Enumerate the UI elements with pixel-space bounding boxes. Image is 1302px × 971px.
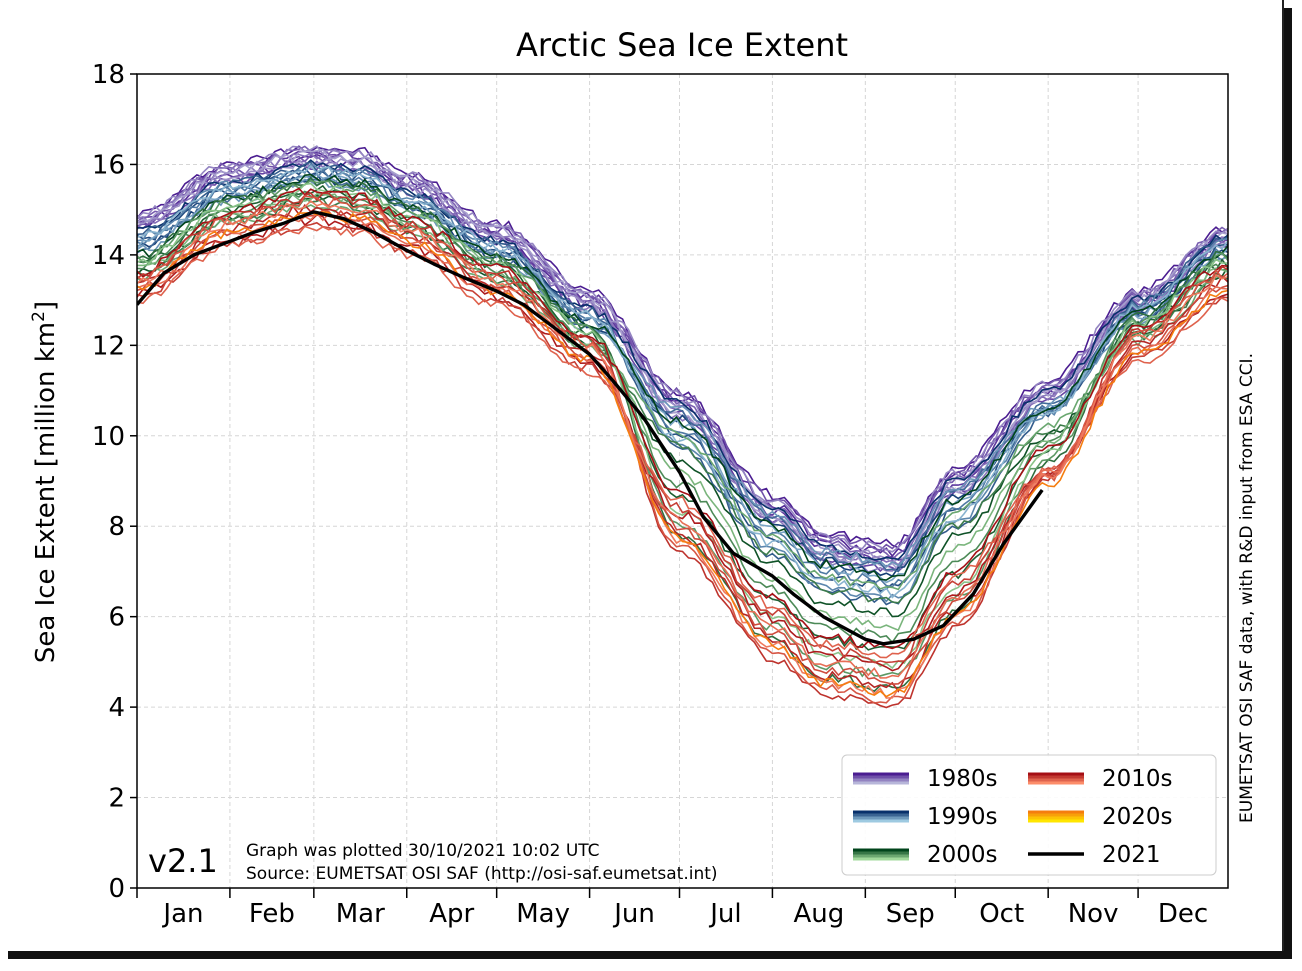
x-axis: Jan Feb Mar Apr May Jun Jul Aug Sep Oct Nov Dec <box>136 888 1208 929</box>
series-line-2012 <box>137 203 1228 693</box>
legend-entry-2000s: 2000s <box>853 842 998 868</box>
x-tick-label-mar: Mar <box>336 899 385 929</box>
y-tick-label: 12 <box>92 331 125 361</box>
x-tick-label-apr: Apr <box>429 899 474 929</box>
sea-ice-chart: Arctic Sea Ice Extent 0 2 4 6 8 10 12 14 16 18 Ja… <box>29 26 1257 929</box>
legend-entry-2010s: 2010s <box>1028 766 1173 792</box>
series-line-2021 <box>137 210 1044 646</box>
y-axis-label: Sea Ice Extent [million km2] <box>29 301 61 663</box>
y-axis-label-superscript: 2 <box>29 311 49 322</box>
chart-frame: Arctic Sea Ice Extent 0 2 4 6 8 10 12 14 16 18 Ja… <box>29 0 1284 951</box>
series-line-2005 <box>137 190 1228 644</box>
series-line-2020 <box>137 211 1228 698</box>
chart-title: Arctic Sea Ice Extent <box>516 26 848 64</box>
series-line-2002 <box>137 184 1228 651</box>
legend-label: 2000s <box>927 842 998 868</box>
x-tick-label-may: May <box>516 899 570 929</box>
series-line-2014 <box>137 221 1228 664</box>
series-lines <box>137 145 1228 709</box>
series-line-1987 <box>137 145 1228 553</box>
series-line-2013 <box>137 192 1228 709</box>
series-line-1999 <box>137 164 1228 599</box>
legend-label: 1980s <box>927 766 998 792</box>
series-line-1986 <box>137 152 1228 573</box>
series-line-1983 <box>137 153 1228 552</box>
x-tick-label-dec: Dec <box>1158 899 1208 929</box>
grid <box>137 74 1228 888</box>
legend-label: 2010s <box>1102 766 1173 792</box>
x-tick-label-aug: Aug <box>793 899 844 929</box>
x-tick-label-jan: Jan <box>161 899 203 929</box>
series-line-2008 <box>137 192 1228 632</box>
plot-border <box>136 73 1229 889</box>
series-line-1985 <box>137 160 1228 567</box>
x-tick-label-feb: Feb <box>249 899 295 929</box>
x-tick-label-nov: Nov <box>1068 899 1119 929</box>
legend: 1980s 2010s 1990s 2020s 2000s 2021 <box>841 754 1217 876</box>
series-line-1988 <box>137 157 1228 564</box>
y-axis-label-end: ] <box>31 301 61 311</box>
series-line-2016 <box>137 195 1228 704</box>
series-line-1996 <box>137 163 1228 603</box>
series-line-1990 <box>137 159 1228 561</box>
series-line-2019 <box>137 200 1228 699</box>
legend-entry-1980s: 1980s <box>853 766 998 792</box>
y-tick-label: 10 <box>92 422 125 452</box>
y-tick-label: 0 <box>108 874 125 904</box>
y-tick-label: 2 <box>108 784 125 814</box>
series-line-1979 <box>137 145 1228 549</box>
y-tick-label: 8 <box>108 512 125 542</box>
series-line-2018 <box>137 211 1228 679</box>
version-label: v2.1 <box>148 842 218 880</box>
legend-entry-2020s: 2020s <box>1028 804 1173 830</box>
plotted-note: Graph was plotted 30/10/2021 10:02 UTC <box>246 841 600 861</box>
series-line-2010 <box>137 187 1228 650</box>
x-tick-label-oct: Oct <box>979 899 1024 929</box>
legend-entry-2021: 2021 <box>1028 842 1161 868</box>
y-axis: 0 2 4 6 8 10 12 14 16 18 <box>92 60 137 904</box>
series-line-2000 <box>137 173 1228 581</box>
x-tick-label-jun: Jun <box>612 899 655 929</box>
legend-label: 2020s <box>1102 804 1173 830</box>
y-tick-label: 4 <box>108 693 125 723</box>
y-axis-label-main: Sea Ice Extent [million km <box>31 322 61 663</box>
side-credit: EUMETSAT OSI SAF data, with R&D input fr… <box>1237 353 1257 823</box>
y-tick-label: 18 <box>92 60 125 90</box>
series-line-1998 <box>137 173 1228 584</box>
legend-entry-1990s: 1990s <box>853 804 998 830</box>
y-tick-label: 16 <box>92 150 125 180</box>
x-tick-label-sep: Sep <box>886 899 935 929</box>
legend-label: 2021 <box>1102 842 1161 868</box>
y-tick-label: 14 <box>92 241 125 271</box>
series-line-1982 <box>137 161 1228 573</box>
legend-label: 1990s <box>927 804 998 830</box>
series-line-2006 <box>137 179 1228 678</box>
series-line-2009 <box>137 182 1228 670</box>
x-tick-label-jul: Jul <box>708 899 741 929</box>
source-note: Source: EUMETSAT OSI SAF (http://osi-saf… <box>246 864 718 884</box>
y-tick-label: 6 <box>108 603 125 633</box>
